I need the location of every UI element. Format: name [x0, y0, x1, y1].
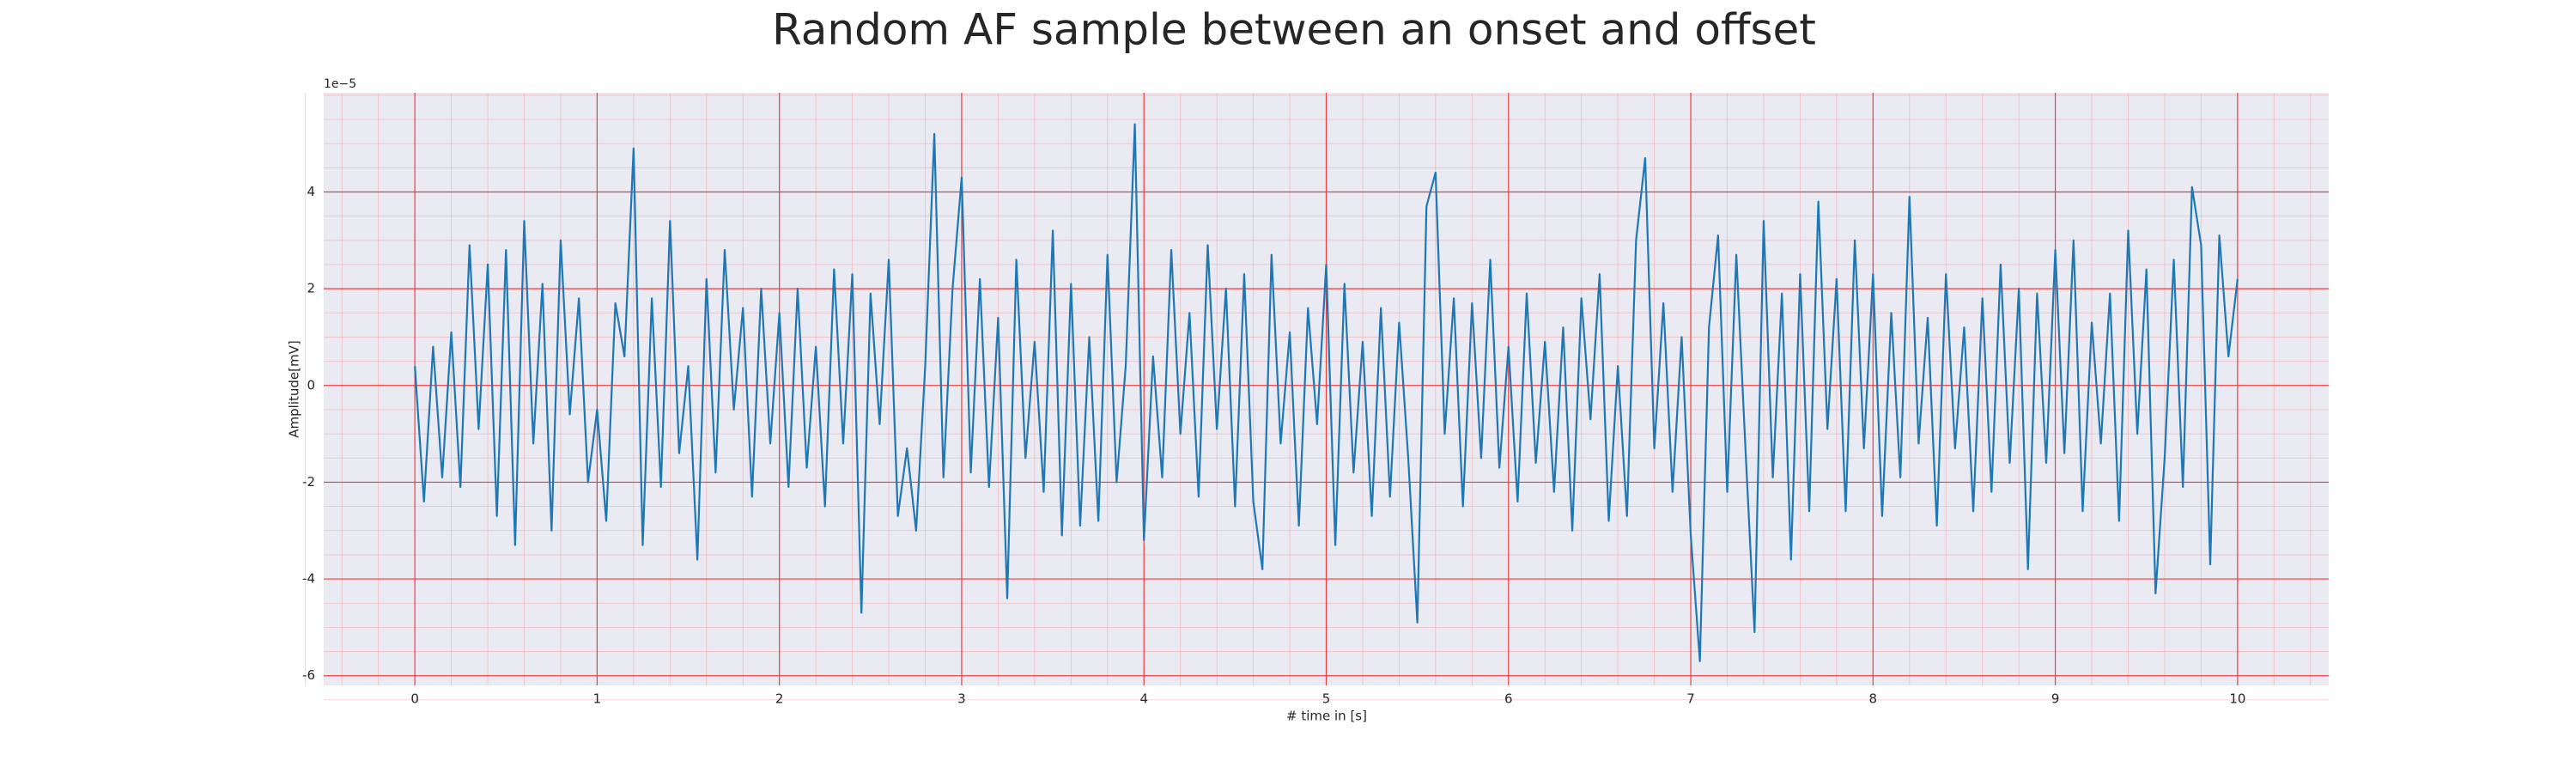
x-tick-label: 6: [1504, 691, 1513, 707]
y-tick-label: -4: [302, 571, 315, 587]
x-tick-label: 3: [957, 691, 966, 707]
x-tick-label: 7: [1686, 691, 1695, 707]
x-tick-label: 2: [775, 691, 784, 707]
y-offset-label: 1e−5: [324, 77, 356, 91]
x-tick-label: 9: [2051, 691, 2060, 707]
x-tick-label: 10: [2229, 691, 2245, 707]
x-tick-label: 4: [1139, 691, 1148, 707]
x-axis-label: # time in [s]: [1286, 709, 1367, 724]
x-tick-label: 8: [1869, 691, 1878, 707]
y-tick-label: -2: [302, 474, 315, 490]
y-tick-label: 2: [307, 281, 315, 296]
y-tick-label: 0: [307, 377, 315, 393]
y-tick-label: -6: [302, 667, 315, 683]
plot: [414, 123, 2239, 662]
x-tick-label: 1: [593, 691, 602, 707]
x-tick-label: 5: [1322, 691, 1331, 707]
signal-line: [414, 123, 2239, 662]
x-tick-label: 0: [410, 691, 419, 707]
chart-title: Random AF sample between an onset and of…: [772, 5, 1816, 55]
y-tick-label: 4: [307, 184, 315, 199]
y-axis-label: Amplitude[mV]: [287, 340, 302, 437]
